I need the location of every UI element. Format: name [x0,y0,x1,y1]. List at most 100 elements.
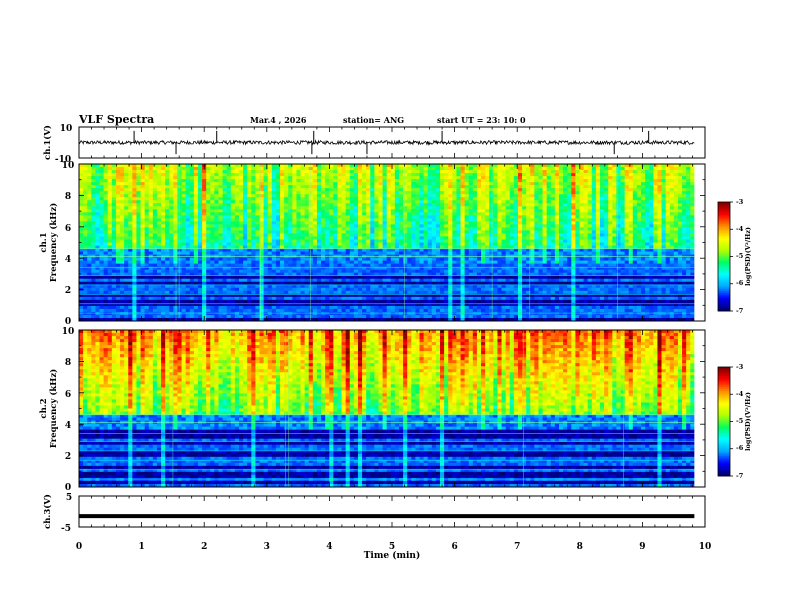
spectrogram-cell [325,212,330,215]
spectrogram-cell [91,203,96,206]
spectrogram-cell [366,252,371,255]
spectrogram-cell [358,182,363,185]
spectrogram-cell [100,218,105,221]
spectrogram-cell [637,233,642,236]
spectrogram-cell [354,233,359,236]
spectrogram-cell [543,191,548,194]
spectrogram-cell [395,206,400,209]
spectrogram-cell [555,236,560,239]
spectrogram-cell [481,233,486,236]
spectrogram-cell [551,191,556,194]
spectrogram-cell [473,194,478,197]
spectrogram-cell [161,194,166,197]
spectrogram-cell [670,227,675,230]
spectrogram-cell [132,212,137,215]
spectrogram-cell [411,164,416,167]
spectrogram-cell [239,203,244,206]
spectrogram-cell [124,252,129,255]
spectrogram-cell [534,252,539,255]
spectrogram-cell [116,221,121,224]
spectrogram-cell [165,179,170,182]
spectrogram-cell [91,179,96,182]
spectrogram-cell [231,243,236,246]
spectrogram-cell [555,224,560,227]
spectrogram-cell [337,206,342,209]
spectrogram-cell [190,179,195,182]
spectrogram-cell [79,233,84,236]
spectrogram-cell [678,212,683,215]
spectrogram-cell [575,188,580,191]
spectrogram-cell [186,258,191,261]
spectrogram-cell [514,170,519,173]
spectrogram-cell [260,261,265,264]
spectrogram-cell [678,173,683,176]
spectrogram-cell [612,203,617,206]
spectrogram-cell [284,236,289,239]
spectrogram-cell [182,173,187,176]
spectrogram-cell [325,182,330,185]
spectrogram-cell [366,167,371,170]
spectrogram-cell [485,173,490,176]
spectrogram-cell [592,188,597,191]
spectrogram-cell [575,206,580,209]
spectrogram-cell [465,182,470,185]
spectrogram-cell [555,239,560,242]
spectrogram-cell [502,188,507,191]
spectrogram-cell [481,236,486,239]
spectrogram-cell [288,258,293,261]
spectrogram-cell [255,179,260,182]
spectrogram-cell [674,176,679,179]
spectrogram-cell [489,239,494,242]
spectrogram-cell [276,185,281,188]
spectrogram-cell [465,200,470,203]
spectrogram-cell [264,170,269,173]
spectrogram-cell [465,188,470,191]
spectrogram-cell [128,264,133,267]
spectrogram-cell [333,167,338,170]
spectrogram-cell [645,209,650,212]
spectrogram-cell [128,227,133,230]
spectrogram-cell [136,185,141,188]
spectrogram-cell [493,191,498,194]
spectrogram-cell [420,215,425,218]
spectrogram-cell [210,212,215,215]
spectrogram-cell [584,179,589,182]
spectrogram-cell [83,164,88,167]
spectrogram-cell [231,258,236,261]
spectrogram-cell [194,197,199,200]
spectrogram-cell [157,243,162,246]
spectrogram-cell [190,252,195,255]
spectrogram-cell [657,179,662,182]
spectrogram-cell [567,261,572,264]
spectrogram-cell [530,200,535,203]
spectrogram-cell [342,224,347,227]
spectrogram-cell [440,215,445,218]
spectrogram-cell [608,200,613,203]
spectrogram-cell [666,243,671,246]
spectrogram-cell [588,212,593,215]
spectrogram-cell [87,258,92,261]
spectrogram-cell [136,230,141,233]
spectrogram-cell [309,227,314,230]
spectrogram-cell [436,167,441,170]
spectrogram-cell [506,236,511,239]
spectrogram-cell [182,252,187,255]
spectrogram-cell [551,188,556,191]
spectrogram-cell [621,170,626,173]
spectrogram-cell [686,212,691,215]
spectrogram-cell [124,176,129,179]
spectrogram-cell [629,221,634,224]
spectrogram-cell [670,191,675,194]
spectrogram-cell [584,212,589,215]
spectrogram-cell [218,239,223,242]
spectrogram-cell [116,179,121,182]
spectrogram-cell [567,258,572,261]
spectrogram-cell [674,218,679,221]
spectrogram-cell [510,224,515,227]
spectrogram-cell [420,252,425,255]
spectrogram-cell [682,200,687,203]
spectrogram-cell [489,179,494,182]
spectrogram-cell [551,170,556,173]
spectrogram-cell [543,261,548,264]
spectrogram-cell [79,230,84,233]
